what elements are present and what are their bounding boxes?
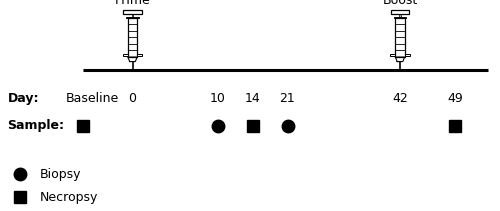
Text: 0: 0 xyxy=(128,92,136,105)
Text: Sample:: Sample: xyxy=(8,119,64,132)
Polygon shape xyxy=(396,57,404,62)
Bar xyxy=(390,54,396,56)
Bar xyxy=(126,17,138,18)
Bar xyxy=(404,54,410,56)
Text: 42: 42 xyxy=(392,92,408,105)
Text: Biopsy: Biopsy xyxy=(40,168,82,181)
Bar xyxy=(128,18,137,57)
Text: Boost: Boost xyxy=(382,0,418,7)
Bar xyxy=(399,14,401,18)
Text: 21: 21 xyxy=(280,92,295,105)
Text: 10: 10 xyxy=(210,92,226,105)
Text: Prime: Prime xyxy=(114,0,150,7)
Bar xyxy=(123,10,142,14)
Bar xyxy=(137,54,142,56)
Bar xyxy=(396,18,404,57)
Polygon shape xyxy=(128,57,137,62)
Text: Necropsy: Necropsy xyxy=(40,191,98,204)
Bar xyxy=(132,14,134,18)
Text: Day:: Day: xyxy=(8,92,39,105)
Bar xyxy=(394,17,406,18)
Text: 49: 49 xyxy=(447,92,463,105)
Text: Baseline: Baseline xyxy=(66,92,119,105)
Text: 14: 14 xyxy=(244,92,260,105)
Bar xyxy=(122,54,128,56)
Bar xyxy=(390,10,409,14)
